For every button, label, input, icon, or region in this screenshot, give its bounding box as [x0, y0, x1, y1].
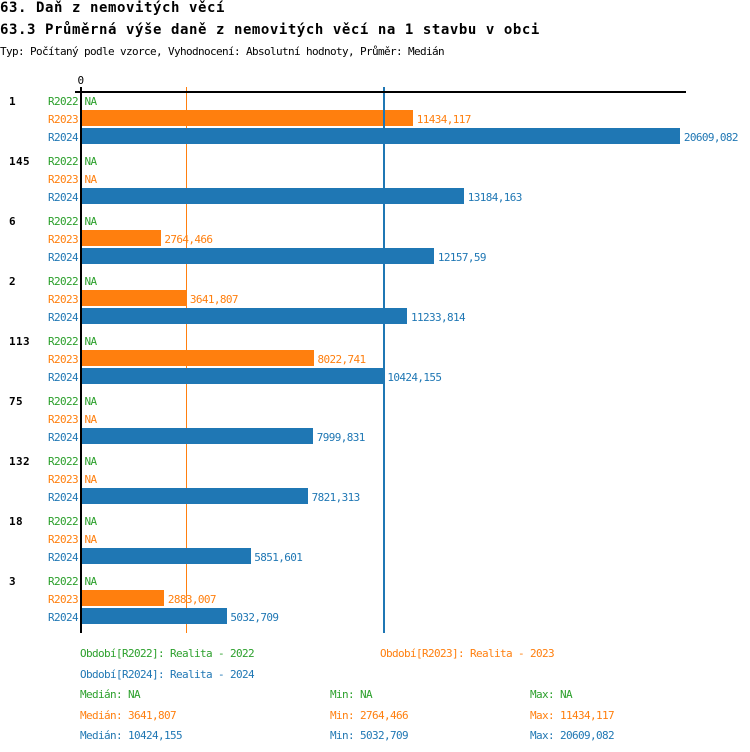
row-label-r2023: R2023 — [48, 472, 79, 486]
chart-subtitle: 63.3 Průměrná výše daně z nemovitých věc… — [0, 22, 540, 38]
stat-median-r2023: Medián: 3641,807 — [80, 708, 177, 722]
row-label-r2023: R2023 — [48, 592, 79, 606]
bar-r2023 — [80, 229, 161, 246]
bar-r2023 — [80, 589, 165, 606]
axis-zero-label: 0 — [77, 74, 85, 88]
bar-r2024 — [80, 127, 681, 144]
stat-max-r2024: Max: 20609,082 — [530, 729, 615, 743]
row-label-r2022: R2022 — [48, 94, 79, 108]
group-label: 3 — [9, 574, 16, 588]
group-label: 18 — [9, 514, 23, 528]
stat-min-r2024: Min: 5032,709 — [330, 729, 409, 743]
group-label: 1 — [9, 94, 16, 108]
group-label: 113 — [9, 334, 30, 348]
median-line-r2024 — [383, 87, 385, 633]
bar-r2024 — [80, 247, 435, 264]
na-label: NA — [84, 334, 98, 348]
row-label-r2023: R2023 — [48, 232, 79, 246]
bar-r2023 — [80, 109, 414, 126]
row-label-r2023: R2023 — [48, 292, 79, 306]
x-axis-line — [75, 91, 686, 93]
stat-median-r2024: Medián: 10424,155 — [80, 729, 183, 743]
row-label-r2022: R2022 — [48, 214, 79, 228]
bar-value-label: 12157,59 — [437, 250, 487, 264]
group-label: 2 — [9, 274, 16, 288]
bar-value-label: 10424,155 — [387, 370, 442, 384]
na-label: NA — [84, 574, 98, 588]
row-label-r2022: R2022 — [48, 154, 79, 168]
row-label-r2024: R2024 — [48, 310, 79, 324]
na-label: NA — [84, 412, 98, 426]
na-label: NA — [84, 532, 98, 546]
row-label-r2024: R2024 — [48, 190, 79, 204]
row-label-r2024: R2024 — [48, 250, 79, 264]
bar-r2024 — [80, 547, 251, 564]
row-label-r2022: R2022 — [48, 394, 79, 408]
bar-value-label: 5851,601 — [254, 550, 303, 564]
bar-value-label: 20609,082 — [683, 130, 739, 144]
bar-value-label: 11233,814 — [410, 310, 466, 324]
row-label-r2024: R2024 — [48, 430, 79, 444]
row-label-r2022: R2022 — [48, 274, 79, 288]
na-label: NA — [84, 172, 98, 186]
row-label-r2023: R2023 — [48, 172, 79, 186]
na-label: NA — [84, 274, 98, 288]
stat-max-r2022: Max: NA — [530, 688, 573, 702]
chart-meta-line: Typ: Počítaný podle vzorce, Vyhodnocení:… — [0, 44, 445, 58]
group-label: 6 — [9, 214, 16, 228]
bar-value-label: 2764,466 — [164, 232, 213, 246]
legend-item-r2024: Období[R2024]: Realita - 2024 — [80, 667, 255, 681]
row-label-r2022: R2022 — [48, 334, 79, 348]
bar-value-label: 5032,709 — [230, 610, 279, 624]
bar-r2023 — [80, 289, 187, 306]
bar-value-label: 11434,117 — [416, 112, 472, 126]
row-label-r2022: R2022 — [48, 454, 79, 468]
bar-value-label: 13184,163 — [467, 190, 523, 204]
bar-r2024 — [80, 367, 384, 384]
y-axis-line — [80, 87, 82, 633]
row-label-r2024: R2024 — [48, 550, 79, 564]
legend-item-r2023: Období[R2023]: Realita - 2023 — [380, 647, 555, 661]
legend-item-r2022: Období[R2022]: Realita - 2022 — [80, 647, 255, 661]
group-label: 132 — [9, 454, 30, 468]
bar-value-label: 3641,807 — [189, 292, 239, 306]
row-label-r2023: R2023 — [48, 412, 79, 426]
na-label: NA — [84, 454, 98, 468]
bar-value-label: 7999,831 — [316, 430, 366, 444]
bar-r2024 — [80, 607, 227, 624]
chart-title: 63. Daň z nemovitých věcí — [0, 0, 225, 16]
row-label-r2024: R2024 — [48, 130, 79, 144]
stat-max-r2023: Max: 11434,117 — [530, 708, 615, 722]
na-label: NA — [84, 94, 98, 108]
na-label: NA — [84, 514, 98, 528]
bar-r2024 — [80, 187, 465, 204]
stat-min-r2023: Min: 2764,466 — [330, 708, 409, 722]
stat-min-r2022: Min: NA — [330, 688, 373, 702]
group-label: 145 — [9, 154, 30, 168]
row-label-r2024: R2024 — [48, 370, 79, 384]
na-label: NA — [84, 394, 98, 408]
group-label: 75 — [9, 394, 23, 408]
row-label-r2024: R2024 — [48, 610, 79, 624]
row-label-r2023: R2023 — [48, 112, 79, 126]
median-line-r2023 — [185, 87, 188, 633]
bar-r2024 — [80, 427, 314, 444]
bar-r2023 — [80, 349, 314, 366]
row-label-r2024: R2024 — [48, 490, 79, 504]
row-label-r2023: R2023 — [48, 352, 79, 366]
bar-r2024 — [80, 307, 408, 324]
row-label-r2023: R2023 — [48, 532, 79, 546]
na-label: NA — [84, 472, 98, 486]
bar-r2024 — [80, 487, 309, 504]
row-label-r2022: R2022 — [48, 514, 79, 528]
stat-median-r2022: Medián: NA — [80, 688, 141, 702]
bar-value-label: 8022,741 — [317, 352, 366, 366]
na-label: NA — [84, 214, 98, 228]
bar-value-label: 2883,007 — [167, 592, 217, 606]
bar-value-label: 7821,313 — [311, 490, 361, 504]
na-label: NA — [84, 154, 98, 168]
row-label-r2022: R2022 — [48, 574, 79, 588]
